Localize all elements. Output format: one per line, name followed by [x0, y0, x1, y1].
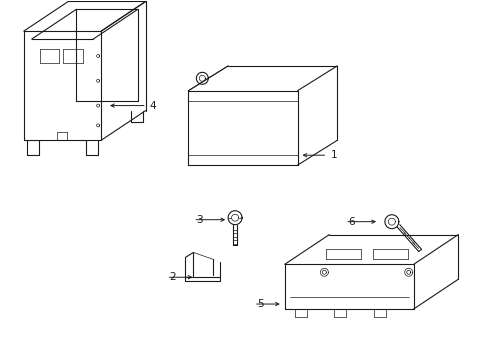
Text: 2: 2: [169, 272, 176, 282]
Text: 4: 4: [149, 100, 156, 111]
Text: 5: 5: [256, 299, 263, 309]
Text: 1: 1: [330, 150, 336, 160]
Text: 6: 6: [347, 217, 354, 227]
Text: 3: 3: [196, 215, 203, 225]
